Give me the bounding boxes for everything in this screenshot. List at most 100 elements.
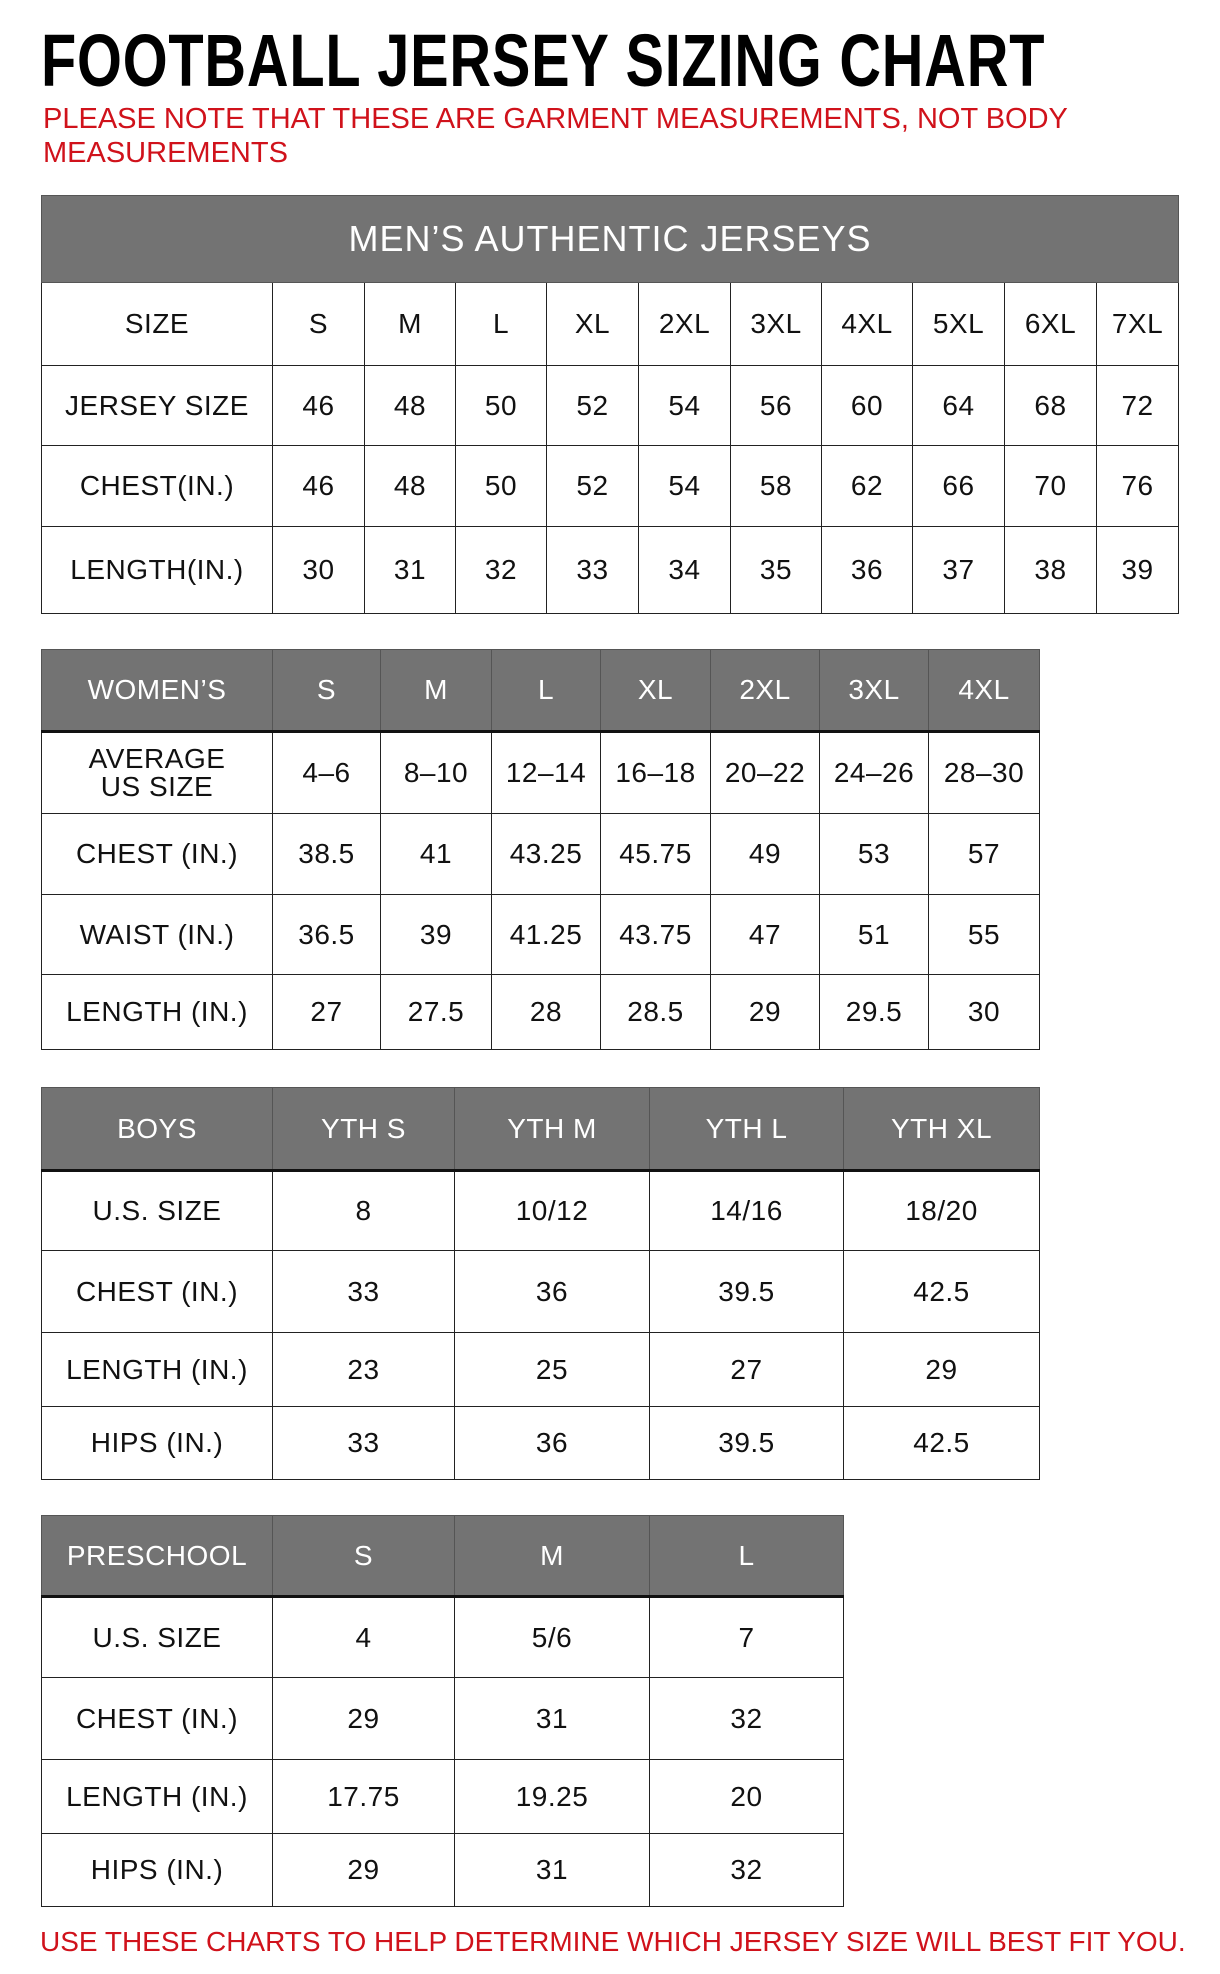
table-cell: 51 (819, 894, 929, 975)
size-column-header: 4XL (928, 649, 1040, 732)
size-column-header: 3XL (730, 282, 822, 366)
table-cell: 34 (638, 526, 731, 614)
table-cell: 29 (272, 1677, 455, 1760)
table-cell: 4 (272, 1596, 455, 1678)
table-cell: 66 (912, 445, 1005, 527)
table-cell: 5/6 (454, 1596, 650, 1678)
header-row: PRESCHOOL S M L (41, 1515, 844, 1597)
row-label: CHEST(IN.) (41, 445, 273, 527)
table-row: AVERAGE US SIZE 4–6 8–10 12–14 16–18 20–22 24–… (41, 731, 1040, 814)
table-cell: 7 (649, 1596, 844, 1678)
table-cell: 30 (272, 526, 365, 614)
boys-table: BOYS YTH S YTH M YTH L YTH XL U.S. SIZE 8 10/12… (41, 1087, 1040, 1480)
table-cell: 45.75 (600, 813, 711, 895)
row-label: U.S. SIZE (41, 1170, 273, 1251)
size-column-header: XL (546, 282, 639, 366)
mens-authentic-table: MEN’S AUTHENTIC JERSEYS SIZE S M L XL 2XL 3XL 4X… (40, 195, 1180, 614)
table-cell: 50 (455, 445, 547, 527)
row-label-header: WOMEN’S (41, 649, 273, 732)
row-label: AVERAGE US SIZE (41, 731, 273, 814)
row-label: LENGTH(IN.) (41, 526, 273, 614)
table-cell: 31 (364, 526, 456, 614)
table-cell: 39 (380, 894, 492, 975)
table-cell: 4–6 (272, 731, 381, 814)
table-cell: 38 (1004, 526, 1097, 614)
table-cell: 29.5 (819, 974, 929, 1050)
table-cell: 58 (730, 445, 822, 527)
table-cell: 33 (272, 1406, 455, 1480)
garment-measurement-note: PLEASE NOTE THAT THESE ARE GARMENT MEASU… (43, 103, 1068, 169)
table-cell: 10/12 (454, 1170, 650, 1251)
table-cell: 50 (455, 365, 547, 446)
size-column-header: YTH XL (843, 1087, 1040, 1171)
table-cell: 46 (272, 445, 365, 527)
table-cell: 19.25 (454, 1759, 650, 1834)
table-cell: 36 (821, 526, 913, 614)
table-row: LENGTH (IN.) 17.75 19.25 20 (41, 1759, 844, 1834)
table-cell: 12–14 (491, 731, 601, 814)
table-cell: 29 (843, 1332, 1040, 1407)
size-column-header: 3XL (819, 649, 929, 732)
table-cell: 35 (730, 526, 822, 614)
table-cell: 8 (272, 1170, 455, 1251)
size-column-header: L (455, 282, 547, 366)
table-cell: 47 (710, 894, 820, 975)
size-column-header: YTH L (649, 1087, 844, 1171)
table-cell: 48 (364, 365, 456, 446)
table-cell: 33 (546, 526, 639, 614)
table-cell: 70 (1004, 445, 1097, 527)
table-cell: 39.5 (649, 1250, 844, 1333)
table-row: CHEST (IN.) 29 31 32 (41, 1677, 844, 1760)
row-label: CHEST (IN.) (41, 1250, 273, 1333)
row-label: LENGTH (IN.) (41, 974, 273, 1050)
table-cell: 29 (272, 1833, 455, 1907)
row-label-header: SIZE (41, 282, 273, 366)
table-row: LENGTH (IN.) 23 25 27 29 (41, 1332, 1040, 1407)
size-column-header: 2XL (710, 649, 820, 732)
table-cell: 27.5 (380, 974, 492, 1050)
table-row: JERSEY SIZE 46 48 50 52 54 56 60 64 68 72 (41, 365, 1180, 446)
table-cell: 57 (928, 813, 1040, 895)
table-cell: 25 (454, 1332, 650, 1407)
size-column-header: M (380, 649, 492, 732)
page-title: FOOTBALL JERSEY SIZING CHART (41, 19, 1046, 102)
table-cell: 8–10 (380, 731, 492, 814)
table-cell: 14/16 (649, 1170, 844, 1251)
table-row: CHEST (IN.) 33 36 39.5 42.5 (41, 1250, 1040, 1333)
row-label: WAIST (IN.) (41, 894, 273, 975)
table-cell: 49 (710, 813, 820, 895)
table-cell: 60 (821, 365, 913, 446)
table-cell: 43.25 (491, 813, 601, 895)
footer-note: USE THESE CHARTS TO HELP DETERMINE WHICH… (40, 1926, 1186, 1957)
table-row: LENGTH (IN.) 27 27.5 28 28.5 29 29.5 30 (41, 974, 1040, 1050)
table-row: U.S. SIZE 8 10/12 14/16 18/20 (41, 1170, 1040, 1251)
table-cell: 32 (649, 1677, 844, 1760)
table-cell: 38.5 (272, 813, 381, 895)
table-cell: 39 (1095, 526, 1180, 614)
size-column-header: 2XL (638, 282, 731, 366)
table-cell: 32 (649, 1833, 844, 1907)
table-cell: 42.5 (843, 1250, 1040, 1333)
table-cell: 72 (1095, 365, 1180, 446)
size-column-header: 6XL (1004, 282, 1097, 366)
size-column-header: 4XL (821, 282, 913, 366)
table-cell: 36 (454, 1406, 650, 1480)
table-cell: 54 (638, 365, 731, 446)
table-cell: 18/20 (843, 1170, 1040, 1251)
table-row: HIPS (IN.) 29 31 32 (41, 1833, 844, 1907)
table-cell: 17.75 (272, 1759, 455, 1834)
size-column-header: S (272, 1515, 455, 1597)
table-cell: 33 (272, 1250, 455, 1333)
table-cell: 27 (272, 974, 381, 1050)
table-cell: 28.5 (600, 974, 711, 1050)
table-cell: 37 (912, 526, 1005, 614)
row-label: LENGTH (IN.) (41, 1759, 273, 1834)
row-label: HIPS (IN.) (41, 1406, 273, 1480)
table-cell: 28–30 (928, 731, 1040, 814)
size-column-header: M (364, 282, 456, 366)
table-cell: 52 (546, 365, 639, 446)
table-cell: 41 (380, 813, 492, 895)
size-column-header: YTH S (272, 1087, 455, 1171)
table-cell: 20–22 (710, 731, 820, 814)
row-label: HIPS (IN.) (41, 1833, 273, 1907)
